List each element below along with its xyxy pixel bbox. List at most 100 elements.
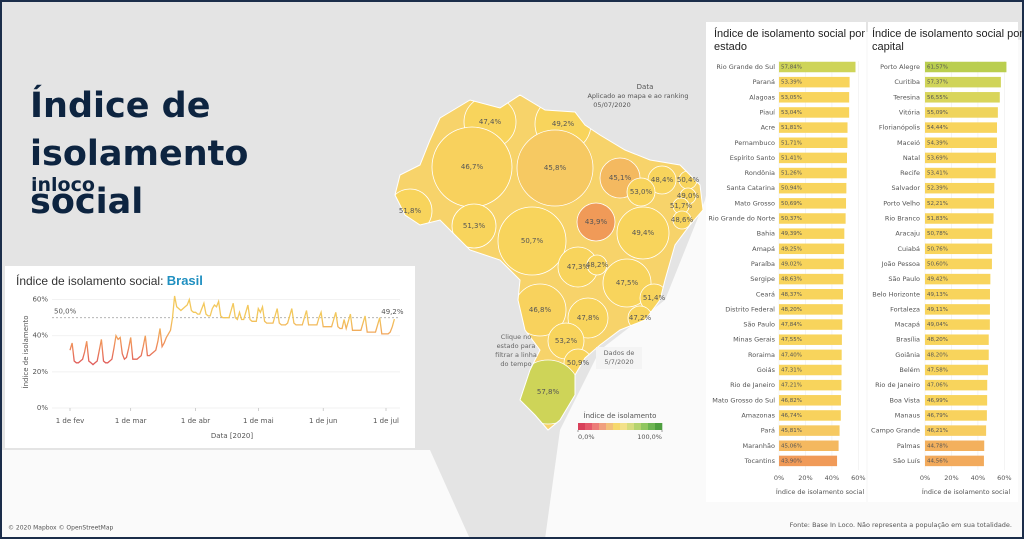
colorbar-step xyxy=(578,423,586,430)
colorbar-label: 100,0% xyxy=(637,433,662,441)
value-label: 49,25% xyxy=(781,246,802,252)
ocean xyxy=(0,450,470,539)
value-label: 54,44% xyxy=(927,125,948,131)
value-label: 51,41% xyxy=(781,155,802,161)
value-label: 48,63% xyxy=(781,277,802,283)
bar xyxy=(779,76,850,88)
state-label: 47,4% xyxy=(479,118,502,126)
category-label: Maranhão xyxy=(743,442,775,450)
value-label: 49,39% xyxy=(781,231,802,237)
map-hint: Clique no estado para filtrar a linha do… xyxy=(495,333,537,368)
category-label: Distrito Federal xyxy=(725,305,775,313)
bar xyxy=(925,304,990,315)
bar xyxy=(779,228,845,239)
value-label: 53,05% xyxy=(781,95,802,101)
date-note: Aplicado ao mapa e ao ranking xyxy=(587,92,688,100)
category-label: Porto Velho xyxy=(883,199,920,207)
state-region xyxy=(626,177,656,207)
value-label: 52,39% xyxy=(927,186,948,192)
category-label: São Luís xyxy=(893,457,921,465)
end-label: 49,2% xyxy=(381,308,404,316)
bar xyxy=(925,334,989,345)
bar xyxy=(779,440,839,451)
attribution: © 2020 Mapbox © OpenStreetMap xyxy=(8,525,114,532)
bar xyxy=(779,395,841,406)
bar xyxy=(779,364,842,376)
category-label: Maceió xyxy=(897,139,920,147)
category-label: Mato Grosso xyxy=(735,199,775,207)
value-label: 49,11% xyxy=(927,307,948,313)
bar xyxy=(925,258,992,270)
x-tick-label: 1 de mai xyxy=(243,417,274,425)
state-label: 45,8% xyxy=(544,164,567,172)
capital-chart-title: Índice de isolamento social por capital xyxy=(872,28,1024,53)
x-tick-label: 1 de jul xyxy=(373,417,399,425)
value-label: 47,84% xyxy=(781,322,802,328)
colorbar-step xyxy=(655,423,663,430)
value-label: 55,09% xyxy=(927,110,948,116)
bar xyxy=(925,167,996,179)
state-label: 46,8% xyxy=(529,306,552,314)
state-label: 46,7% xyxy=(461,163,484,171)
state-label: 50,4% xyxy=(677,176,700,184)
bar xyxy=(925,152,997,164)
state-region xyxy=(586,254,608,276)
bar xyxy=(925,228,993,239)
date-title: Data xyxy=(637,83,654,91)
bar xyxy=(779,152,847,164)
bar xyxy=(779,289,843,300)
value-label: 44,56% xyxy=(927,458,948,464)
category-label: Teresina xyxy=(892,93,920,101)
category-label: Aracaju xyxy=(895,230,920,238)
bar xyxy=(925,122,998,133)
colorbar-label: 0,0% xyxy=(578,433,595,441)
bar xyxy=(779,107,850,118)
bar xyxy=(779,137,848,148)
title-highlight[interactable]: Brasil xyxy=(166,273,203,288)
value-label: 53,41% xyxy=(927,171,948,177)
bar xyxy=(779,61,856,73)
value-label: 46,74% xyxy=(781,413,802,419)
state-region xyxy=(576,202,616,242)
category-label: Belém xyxy=(899,366,920,374)
state-label: 45,1% xyxy=(609,174,632,182)
colorbar-step xyxy=(648,423,656,430)
title-text: Índice de isolamento social: xyxy=(16,274,167,288)
x-axis-title: Índice de isolamento social xyxy=(922,487,1011,496)
value-label: 50,37% xyxy=(781,216,802,222)
value-label: 47,40% xyxy=(781,352,802,358)
state-region xyxy=(602,258,652,308)
bar xyxy=(779,410,841,421)
bar xyxy=(925,364,988,376)
state-region xyxy=(516,129,594,207)
state-label: 51,4% xyxy=(643,294,666,302)
bar xyxy=(779,349,842,361)
state-label: 47,5% xyxy=(616,279,639,287)
y-tick-label: 0% xyxy=(37,404,48,412)
category-label: Tocantins xyxy=(744,457,776,465)
bar xyxy=(925,213,994,224)
category-label: Natal xyxy=(903,154,920,162)
bar xyxy=(925,61,1007,73)
category-label: Amapá xyxy=(752,245,775,253)
bar xyxy=(925,273,991,285)
value-label: 61,57% xyxy=(927,65,948,71)
value-label: 48,20% xyxy=(927,352,948,358)
value-label: 49,42% xyxy=(927,277,948,283)
y-axis-title: Índice de isolamento xyxy=(21,316,30,389)
bar xyxy=(925,455,984,467)
category-label: Brasília xyxy=(896,336,920,344)
category-label: Rio Grande do Sul xyxy=(716,63,775,71)
value-label: 47,06% xyxy=(927,383,948,389)
data-note: Dados de 5/7/2020 xyxy=(596,347,642,369)
category-label: Pará xyxy=(761,427,775,435)
category-label: Salvador xyxy=(891,184,920,192)
y-tick-label: 40% xyxy=(32,332,48,340)
x-tick-label: 60% xyxy=(851,474,865,482)
category-label: Fortaleza xyxy=(890,305,920,313)
category-label: Florianópolis xyxy=(879,124,921,132)
state-label: 57,8% xyxy=(537,388,560,396)
y-tick-label: 20% xyxy=(32,368,48,376)
bar xyxy=(779,213,846,224)
bar xyxy=(779,334,842,345)
